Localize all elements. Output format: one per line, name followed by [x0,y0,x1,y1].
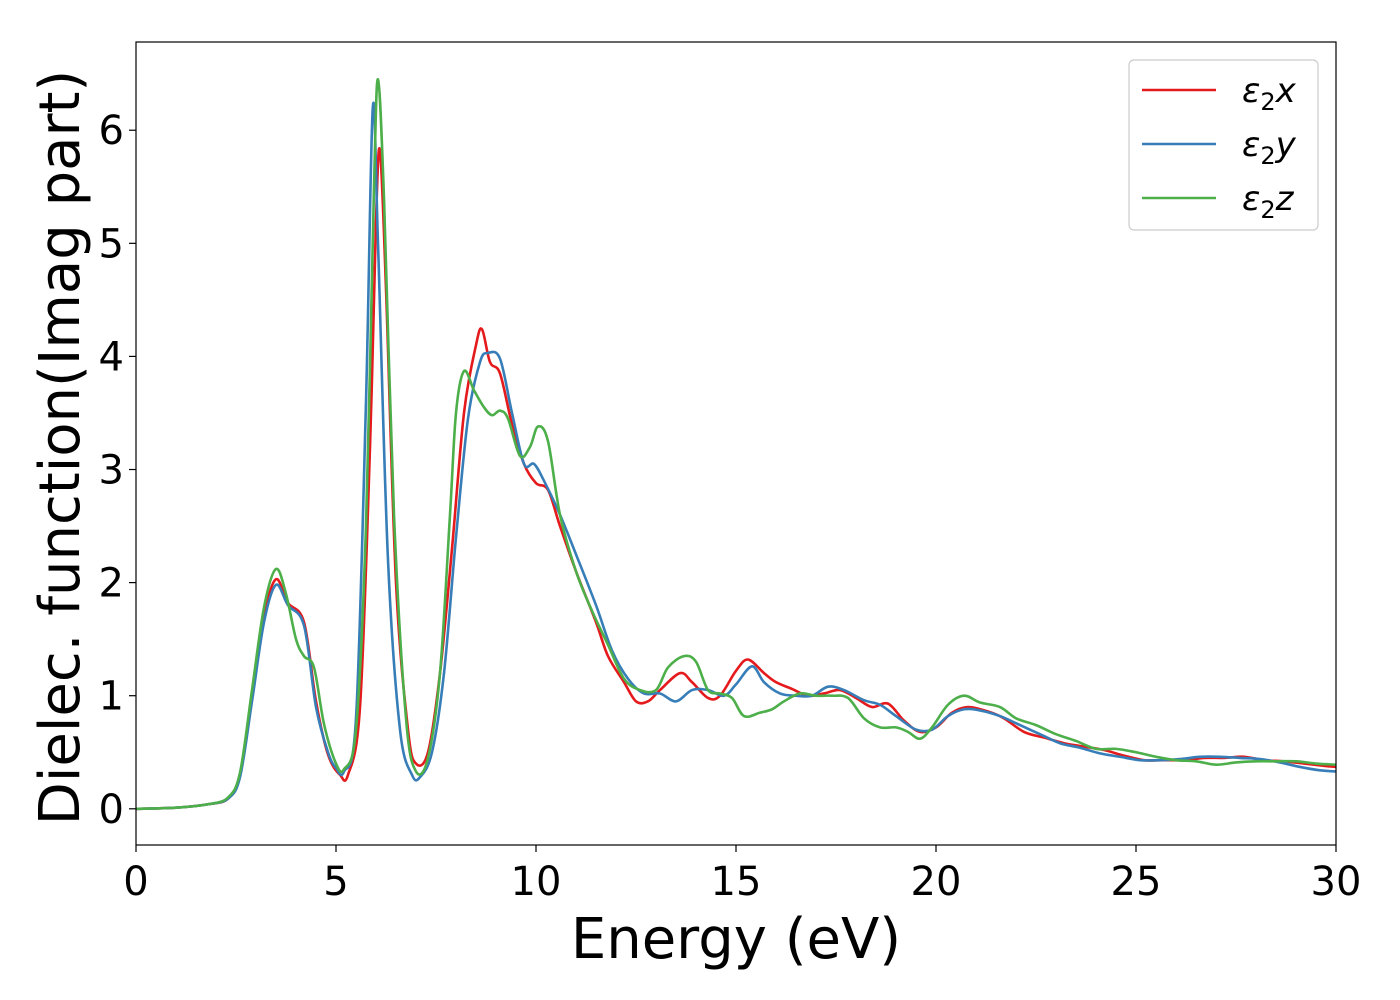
legend-label-subscript: 2 [1260,142,1275,170]
series-line-z [136,78,1336,811]
x-tick-label: 25 [1111,859,1162,905]
x-tick-label: 10 [511,859,562,905]
y-tick-label: 2 [99,561,124,607]
legend-box [1128,59,1319,231]
y-tick-label: 4 [99,334,124,380]
legend-label-subscript: 2 [1260,88,1275,116]
legend-label-symbol: ε [1242,179,1260,219]
legend-label-x: ε2x [1242,71,1297,116]
x-tick-label: 30 [1311,859,1362,905]
legend-label-z: ε2z [1242,179,1295,224]
series-lines [136,78,1336,811]
y-tick-label: 3 [99,448,124,494]
x-tick-label: 15 [711,859,762,905]
x-axis: 0 5 10 15 20 25 30 [123,845,1361,905]
legend-label-subscript: 2 [1260,196,1275,224]
legend-label-symbol: ε [1242,71,1260,111]
series-line-y [136,101,1336,811]
legend-label-symbol: ε [1242,125,1260,165]
y-tick-label: 0 [99,787,124,833]
y-axis-label: Dielec. function(Imag part) [28,70,93,826]
legend-label-suffix: x [1275,71,1297,111]
legend-label-suffix: y [1275,125,1297,165]
legend-label-suffix: z [1275,179,1295,219]
x-tick-label: 5 [323,859,348,905]
legend-label-y: ε2y [1242,125,1297,170]
x-axis-label: Energy (eV) [571,907,901,972]
y-axis: 0 1 2 3 4 5 6 [99,108,136,833]
y-tick-label: 5 [99,221,124,267]
x-tick-label: 0 [123,859,148,905]
x-tick-label: 20 [911,859,962,905]
y-tick-label: 1 [99,674,124,720]
y-tick-label: 6 [99,108,124,154]
